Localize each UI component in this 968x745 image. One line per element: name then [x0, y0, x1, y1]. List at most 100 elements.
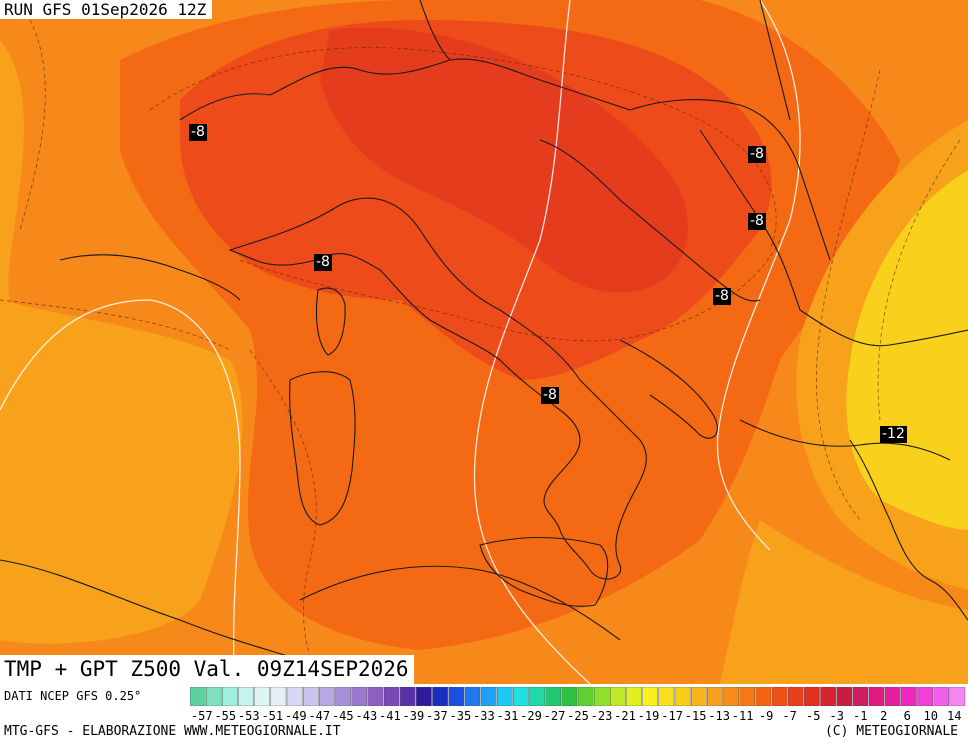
- legend-tick: -45: [332, 709, 354, 722]
- legend-swatch: [690, 687, 707, 706]
- legend-swatch: [302, 687, 319, 706]
- amber-zone-southeast: [720, 520, 968, 684]
- legend-swatch: [432, 687, 448, 706]
- legend-tick: -5: [806, 709, 820, 722]
- temperature-map: [0, 0, 968, 684]
- data-source: DATI NCEP GFS 0.25°: [4, 689, 142, 703]
- legend-swatch: [319, 687, 335, 706]
- legend-tick: -39: [403, 709, 425, 722]
- legend-swatch: [222, 687, 238, 706]
- legend-tick: -37: [426, 709, 448, 722]
- contour-value-label: -8: [314, 254, 332, 271]
- legend-swatch: [367, 687, 384, 706]
- legend-swatch: [642, 687, 659, 706]
- legend-tick: -33: [473, 709, 495, 722]
- legend-swatch: [496, 687, 513, 706]
- legend-swatch: [610, 687, 626, 706]
- legend-swatch: [820, 687, 836, 706]
- legend-swatch: [270, 687, 287, 706]
- legend-swatch: [561, 687, 578, 706]
- legend-swatch: [480, 687, 497, 706]
- legend-tick: -23: [591, 709, 613, 722]
- legend-swatch: [626, 687, 642, 706]
- legend-tick: 14: [947, 709, 961, 722]
- legend-tick: -41: [379, 709, 401, 722]
- legend-tick: -51: [261, 709, 283, 722]
- run-info: RUN GFS 01Sep2026 12Z: [0, 0, 213, 19]
- legend-tick: -57: [191, 709, 213, 722]
- legend-tick: -47: [308, 709, 330, 722]
- legend-swatch: [416, 687, 432, 706]
- cold-pocket-east: [846, 170, 968, 530]
- legend-tick: -31: [497, 709, 519, 722]
- legend-swatch: [901, 687, 917, 706]
- amber-east-band: [796, 120, 968, 590]
- legend-tick: -11: [732, 709, 754, 722]
- legend-swatch: [852, 687, 869, 706]
- legend-swatch: [917, 687, 933, 706]
- contour-value-label: -12: [880, 426, 907, 443]
- legend-swatch: [836, 687, 853, 706]
- legend-tick: -13: [708, 709, 730, 722]
- legend-color-bar: [190, 687, 966, 706]
- legend-swatch: [868, 687, 885, 706]
- map-title: TMP + GPT Z500 Val. 09Z14SEP2026: [0, 655, 414, 684]
- legend-swatch: [593, 687, 610, 706]
- legend-swatch: [399, 687, 416, 706]
- legend-swatch: [335, 687, 351, 706]
- legend-tick: 2: [880, 709, 887, 722]
- legend-swatch: [658, 687, 675, 706]
- legend-swatch: [707, 687, 723, 706]
- legend-tick: 6: [904, 709, 911, 722]
- color-legend: DATI NCEP GFS 0.25° -57 -55 -53 -51 -49 -47 -4…: [0, 684, 968, 745]
- legend-tick: -19: [638, 709, 660, 722]
- legend-tick: -17: [661, 709, 683, 722]
- legend-tick: -27: [544, 709, 566, 722]
- legend-swatch: [771, 687, 788, 706]
- legend-swatch: [190, 687, 206, 706]
- legend-tick: -49: [285, 709, 307, 722]
- legend-swatch: [755, 687, 772, 706]
- contour-value-label: -8: [541, 387, 559, 404]
- legend-tick: -21: [614, 709, 636, 722]
- legend-swatch: [884, 687, 901, 706]
- warmest-core: [320, 27, 688, 293]
- legend-swatch: [933, 687, 950, 706]
- legend-swatch: [674, 687, 691, 706]
- legend-swatch: [804, 687, 820, 706]
- legend-swatch: [205, 687, 222, 706]
- contour-value-label: -8: [713, 288, 731, 305]
- legend-swatch: [254, 687, 271, 706]
- legend-swatch: [448, 687, 465, 706]
- legend-swatch: [577, 687, 594, 706]
- contour-value-label: -8: [748, 213, 766, 230]
- legend-swatch: [383, 687, 400, 706]
- legend-tick: -35: [450, 709, 472, 722]
- legend-swatch: [238, 687, 254, 706]
- legend-tick: -29: [520, 709, 542, 722]
- legend-tick: -43: [356, 709, 378, 722]
- legend-swatch: [723, 687, 739, 706]
- legend-tick: -55: [214, 709, 236, 722]
- legend-swatch: [739, 687, 756, 706]
- legend-swatch: [286, 687, 303, 706]
- legend-tick: -25: [567, 709, 589, 722]
- legend-swatch: [949, 687, 966, 706]
- legend-tick: -1: [853, 709, 867, 722]
- legend-tick: -15: [685, 709, 707, 722]
- amber-zone-southwest: [0, 300, 243, 644]
- contour-value-label: -8: [189, 124, 207, 141]
- credit-left: MTG-GFS - ELABORAZIONE WWW.METEOGIORNALE…: [4, 724, 341, 739]
- credit-right: (C) METEOGIORNALE: [824, 724, 958, 739]
- contour-value-label: -8: [748, 146, 766, 163]
- legend-tick: -3: [829, 709, 843, 722]
- legend-tick: -53: [238, 709, 260, 722]
- legend-swatch: [529, 687, 545, 706]
- legend-tick: 10: [923, 709, 937, 722]
- legend-tick: -7: [782, 709, 796, 722]
- legend-tick-labels: -57 -55 -53 -51 -49 -47 -45 -43 -41 -39 -37 -35 -33-…: [191, 709, 961, 722]
- legend-swatch: [513, 687, 529, 706]
- legend-swatch: [787, 687, 804, 706]
- legend-swatch: [464, 687, 481, 706]
- legend-tick: -9: [759, 709, 773, 722]
